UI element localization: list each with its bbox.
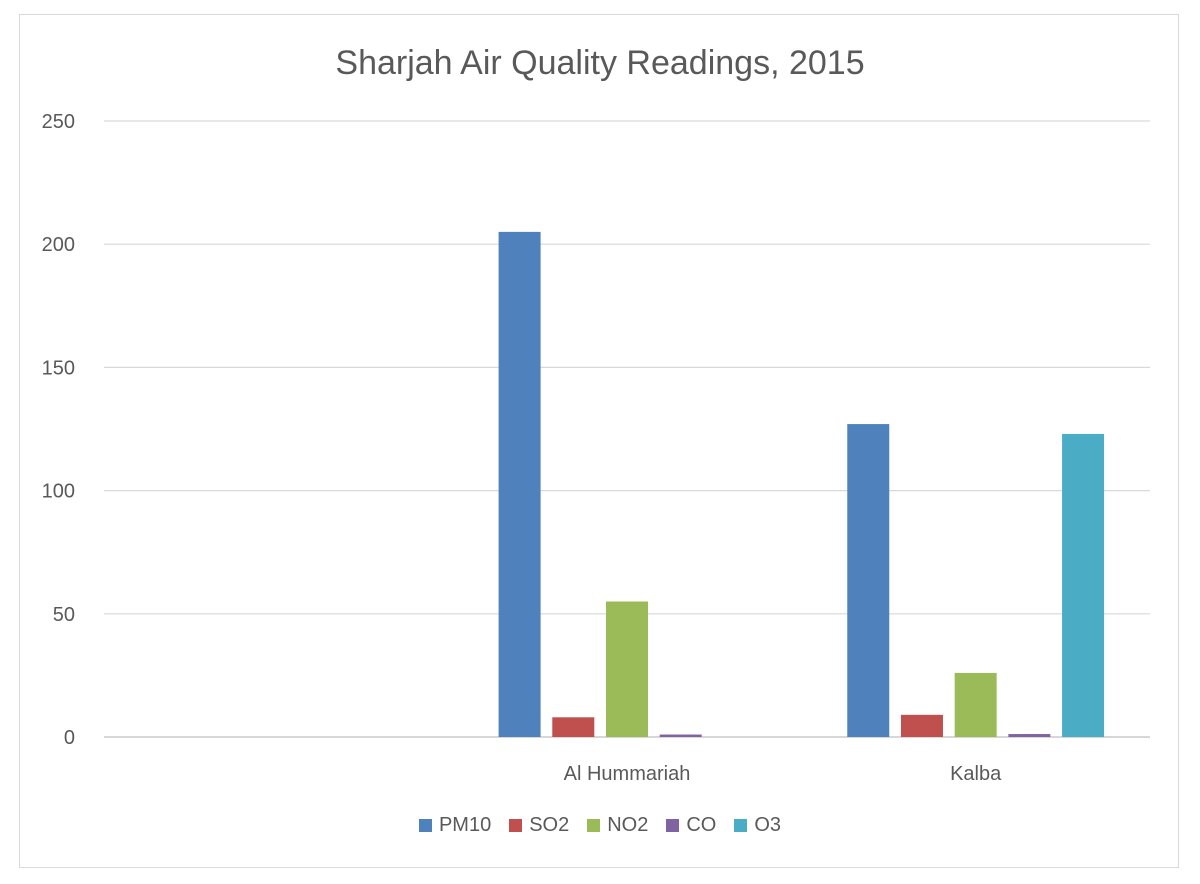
legend: PM10 SO2 NO2 CO O3 xyxy=(0,814,1200,837)
legend-item-o3: O3 xyxy=(734,814,781,837)
bar-no2-kalba xyxy=(954,672,997,737)
legend-label: CO xyxy=(686,814,717,836)
legend-swatch xyxy=(587,819,601,832)
legend-label: PM10 xyxy=(438,814,492,836)
bar-so2-kalba xyxy=(900,714,943,737)
legend-label: O3 xyxy=(754,814,782,836)
legend-label: NO2 xyxy=(607,814,649,836)
bar-o3-kalba xyxy=(1062,433,1105,737)
y-tick-label: 150 xyxy=(42,357,75,379)
bar-no2-al-hummariah xyxy=(606,601,648,737)
legend-label: SO2 xyxy=(529,814,570,836)
x-tick-label: Kalba xyxy=(950,763,1002,785)
bar-co-kalba xyxy=(1008,734,1051,737)
legend-item-co: CO xyxy=(666,814,716,837)
y-axis-ticks: 0 50 100 150 200 250 xyxy=(42,111,75,749)
chart-title: Sharjah Air Quality Readings, 2015 xyxy=(335,44,865,82)
legend-swatch xyxy=(509,819,523,832)
y-tick-label: 50 xyxy=(53,604,75,626)
legend-swatch xyxy=(666,819,680,832)
legend-item-so2: SO2 xyxy=(509,814,569,837)
y-tick-label: 0 xyxy=(64,727,75,749)
bars xyxy=(498,231,1105,737)
x-axis-ticks: Al Hummariah Kalba xyxy=(564,763,1002,785)
legend-item-pm10: PM10 xyxy=(418,814,492,837)
y-tick-label: 250 xyxy=(42,111,75,133)
x-tick-label: Al Hummariah xyxy=(564,763,691,785)
bar-co-al-hummariah xyxy=(659,734,702,737)
bar-pm10-kalba xyxy=(847,424,890,737)
y-tick-label: 100 xyxy=(42,481,75,503)
y-tick-label: 200 xyxy=(42,234,75,256)
bar-so2-al-hummariah xyxy=(552,717,595,737)
legend-item-no2: NO2 xyxy=(587,814,648,837)
bar-pm10-al-hummariah xyxy=(498,231,541,737)
legend-swatch xyxy=(418,819,432,832)
legend-swatch xyxy=(734,819,748,832)
